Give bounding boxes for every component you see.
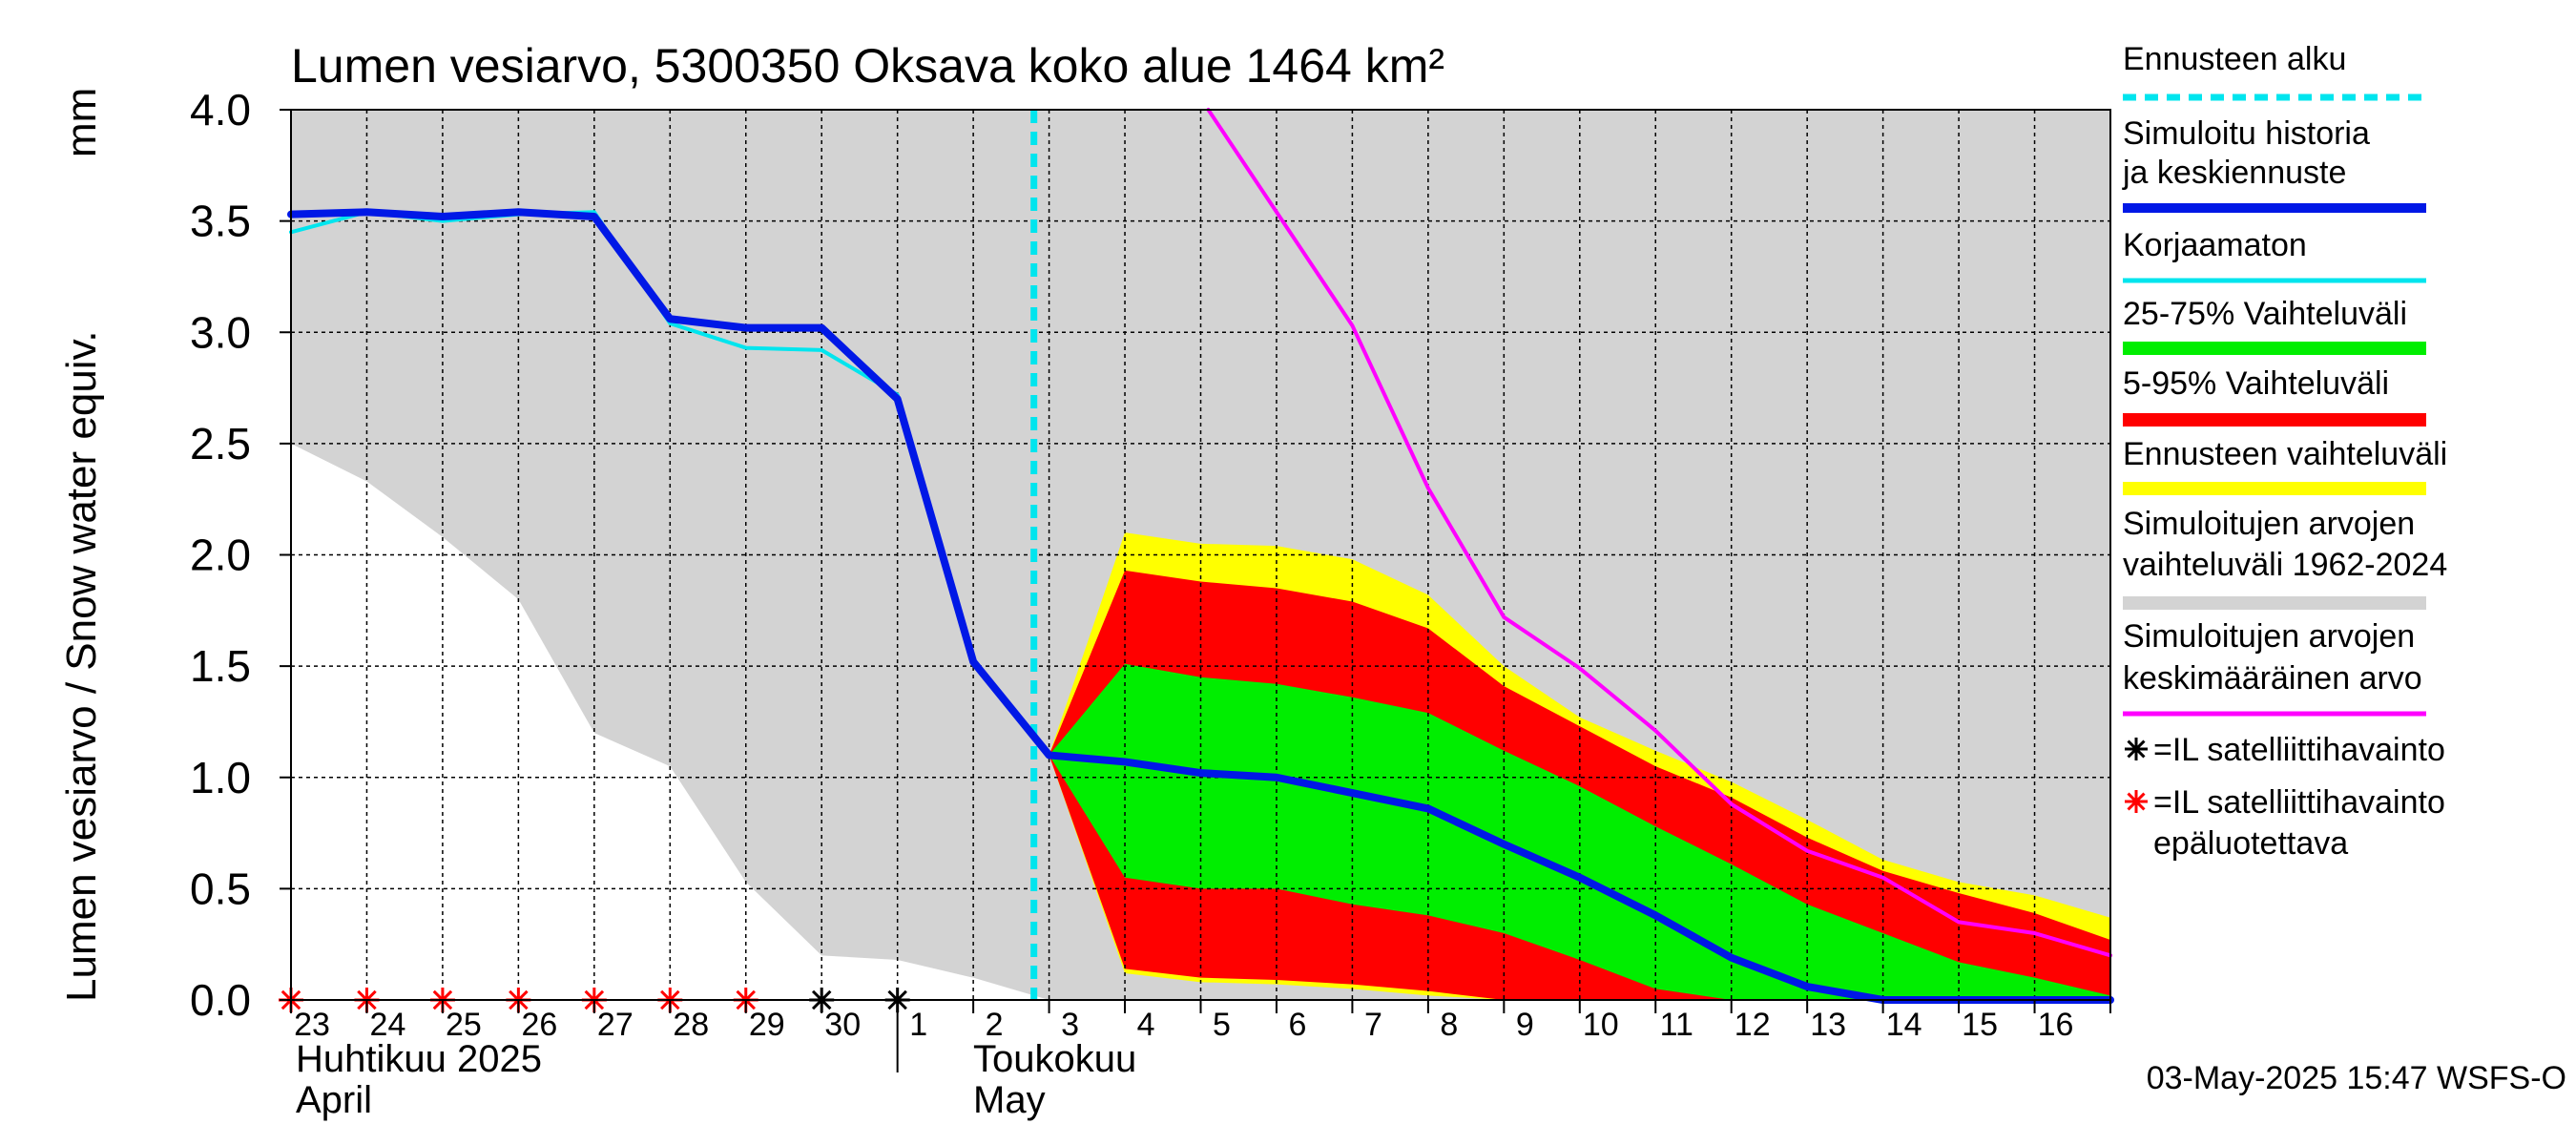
x-tick-label: 9	[1516, 1007, 1534, 1043]
legend-label-il-satelliittihavainto: =IL satelliittihavainto	[2153, 732, 2445, 768]
chart-title: Lumen vesiarvo, 5300350 Oksava koko alue…	[291, 39, 1444, 93]
legend-label-25-75-vaihteluv-li: 25-75% Vaihteluväli	[2123, 296, 2407, 332]
x-tick-label: 10	[1583, 1007, 1619, 1043]
x-tick-label: 26	[521, 1007, 557, 1043]
x-tick-label: 12	[1735, 1007, 1771, 1043]
legend-label-simuloitujen-arvojen-keskim-r-inen-arvo: Simuloitujen arvojen keskimääräinen arvo	[2123, 618, 2422, 697]
y-axis-label: Lumen vesiarvo / Snow water equiv.	[58, 330, 105, 1002]
legend-label-line: epäluotettava	[2153, 825, 2348, 862]
x-tick-label: 13	[1810, 1007, 1846, 1043]
legend-label-ennusteen-vaihteluv-li: Ennusteen vaihteluväli	[2123, 436, 2447, 472]
x-tick-label: 1	[909, 1007, 927, 1043]
y-tick-label: 2.0	[190, 531, 251, 580]
legend-label-il-satelliittihavainto-ep-luotettava: =IL satelliittihavainto epäluotettava	[2153, 784, 2445, 862]
legend-label-line: keskimääräinen arvo	[2123, 660, 2422, 697]
month-label-april: Huhtikuu 2025	[296, 1038, 542, 1080]
x-tick-label: 6	[1288, 1007, 1306, 1043]
x-tick-label: 7	[1364, 1007, 1382, 1043]
x-tick-label: 2	[986, 1007, 1004, 1043]
x-tick-label: 14	[1886, 1007, 1922, 1043]
legend-label-ennusteen-alku: Ennusteen alku	[2123, 41, 2346, 77]
y-tick-label: 2.5	[190, 419, 251, 468]
legend-label-simuloitu-historia-ja-keskiennuste: Simuloitu historia ja keskiennuste	[2122, 115, 2370, 191]
y-tick-label: 0.5	[190, 864, 251, 913]
chart-lines	[287, 108, 2114, 1004]
month-label-may-en: May	[973, 1079, 1046, 1121]
legend-label-line: Simuloitu historia	[2123, 115, 2370, 152]
legend-label-line: ja keskiennuste	[2122, 155, 2346, 191]
chart-grid	[291, 110, 2110, 1000]
legend-label-5-95-vaihteluv-li: 5-95% Vaihteluväli	[2123, 365, 2389, 402]
x-tick-label: 27	[597, 1007, 634, 1043]
legend-star-icon	[2125, 738, 2148, 760]
legend-label-line: =IL satelliittihavainto	[2153, 784, 2445, 821]
x-tick-label: 8	[1440, 1007, 1458, 1043]
x-tick-label: 4	[1137, 1007, 1155, 1043]
legend-label-simuloitujen-arvojen-vaihteluv-li-1962-2024: Simuloitujen arvojen vaihteluväli 1962-20…	[2123, 506, 2447, 583]
line-simuloitu-historia-ja-keskiennuste	[287, 208, 2114, 1004]
month-label-april-en: April	[296, 1079, 372, 1121]
month-label-may: Toukokuu	[973, 1038, 1136, 1080]
legend-label-line: vaihteluväli 1962-2024	[2123, 547, 2447, 583]
y-tick-label: 1.5	[190, 641, 251, 691]
y-tick-label: 3.0	[190, 307, 251, 357]
y-tick-label: 3.5	[190, 197, 251, 246]
x-tick-label: 15	[1962, 1007, 1998, 1043]
chart-axes: 0.00.51.01.52.02.53.03.54.023 24 25 26 27 28 2…	[190, 85, 2111, 1121]
y-tick-label: 4.0	[190, 85, 251, 135]
x-tick-label: 24	[370, 1007, 406, 1043]
x-tick-label: 29	[749, 1007, 785, 1043]
x-tick-label: 23	[294, 1007, 330, 1043]
y-tick-label: 0.0	[190, 975, 251, 1025]
chart-legend: Ennusteen alku Simuloitu historia ja keski…	[2122, 41, 2447, 862]
line-simuloitujen-arvojen-keskim-r-inen-arvo	[1206, 108, 2112, 958]
y-axis-unit: mm	[58, 88, 105, 157]
legend-label-line: Simuloitujen arvojen	[2123, 618, 2415, 655]
legend-label-line: Simuloitujen arvojen	[2123, 506, 2415, 542]
y-tick-label: 1.0	[190, 753, 251, 802]
legend-star-icon	[2125, 790, 2148, 813]
timestamp: 03-May-2025 15:47 WSFS-O	[2147, 1060, 2566, 1096]
x-tick-label: 5	[1213, 1007, 1231, 1043]
band-25-75-vaihteluv-li	[1049, 663, 2110, 1000]
x-tick-label: 3	[1061, 1007, 1079, 1043]
x-tick-label: 30	[824, 1007, 861, 1043]
legend-label-korjaamaton: Korjaamaton	[2123, 227, 2307, 263]
x-tick-label: 25	[446, 1007, 482, 1043]
x-tick-label: 11	[1660, 1007, 1693, 1043]
x-tick-label: 28	[673, 1007, 709, 1043]
x-tick-label: 16	[2038, 1007, 2074, 1043]
